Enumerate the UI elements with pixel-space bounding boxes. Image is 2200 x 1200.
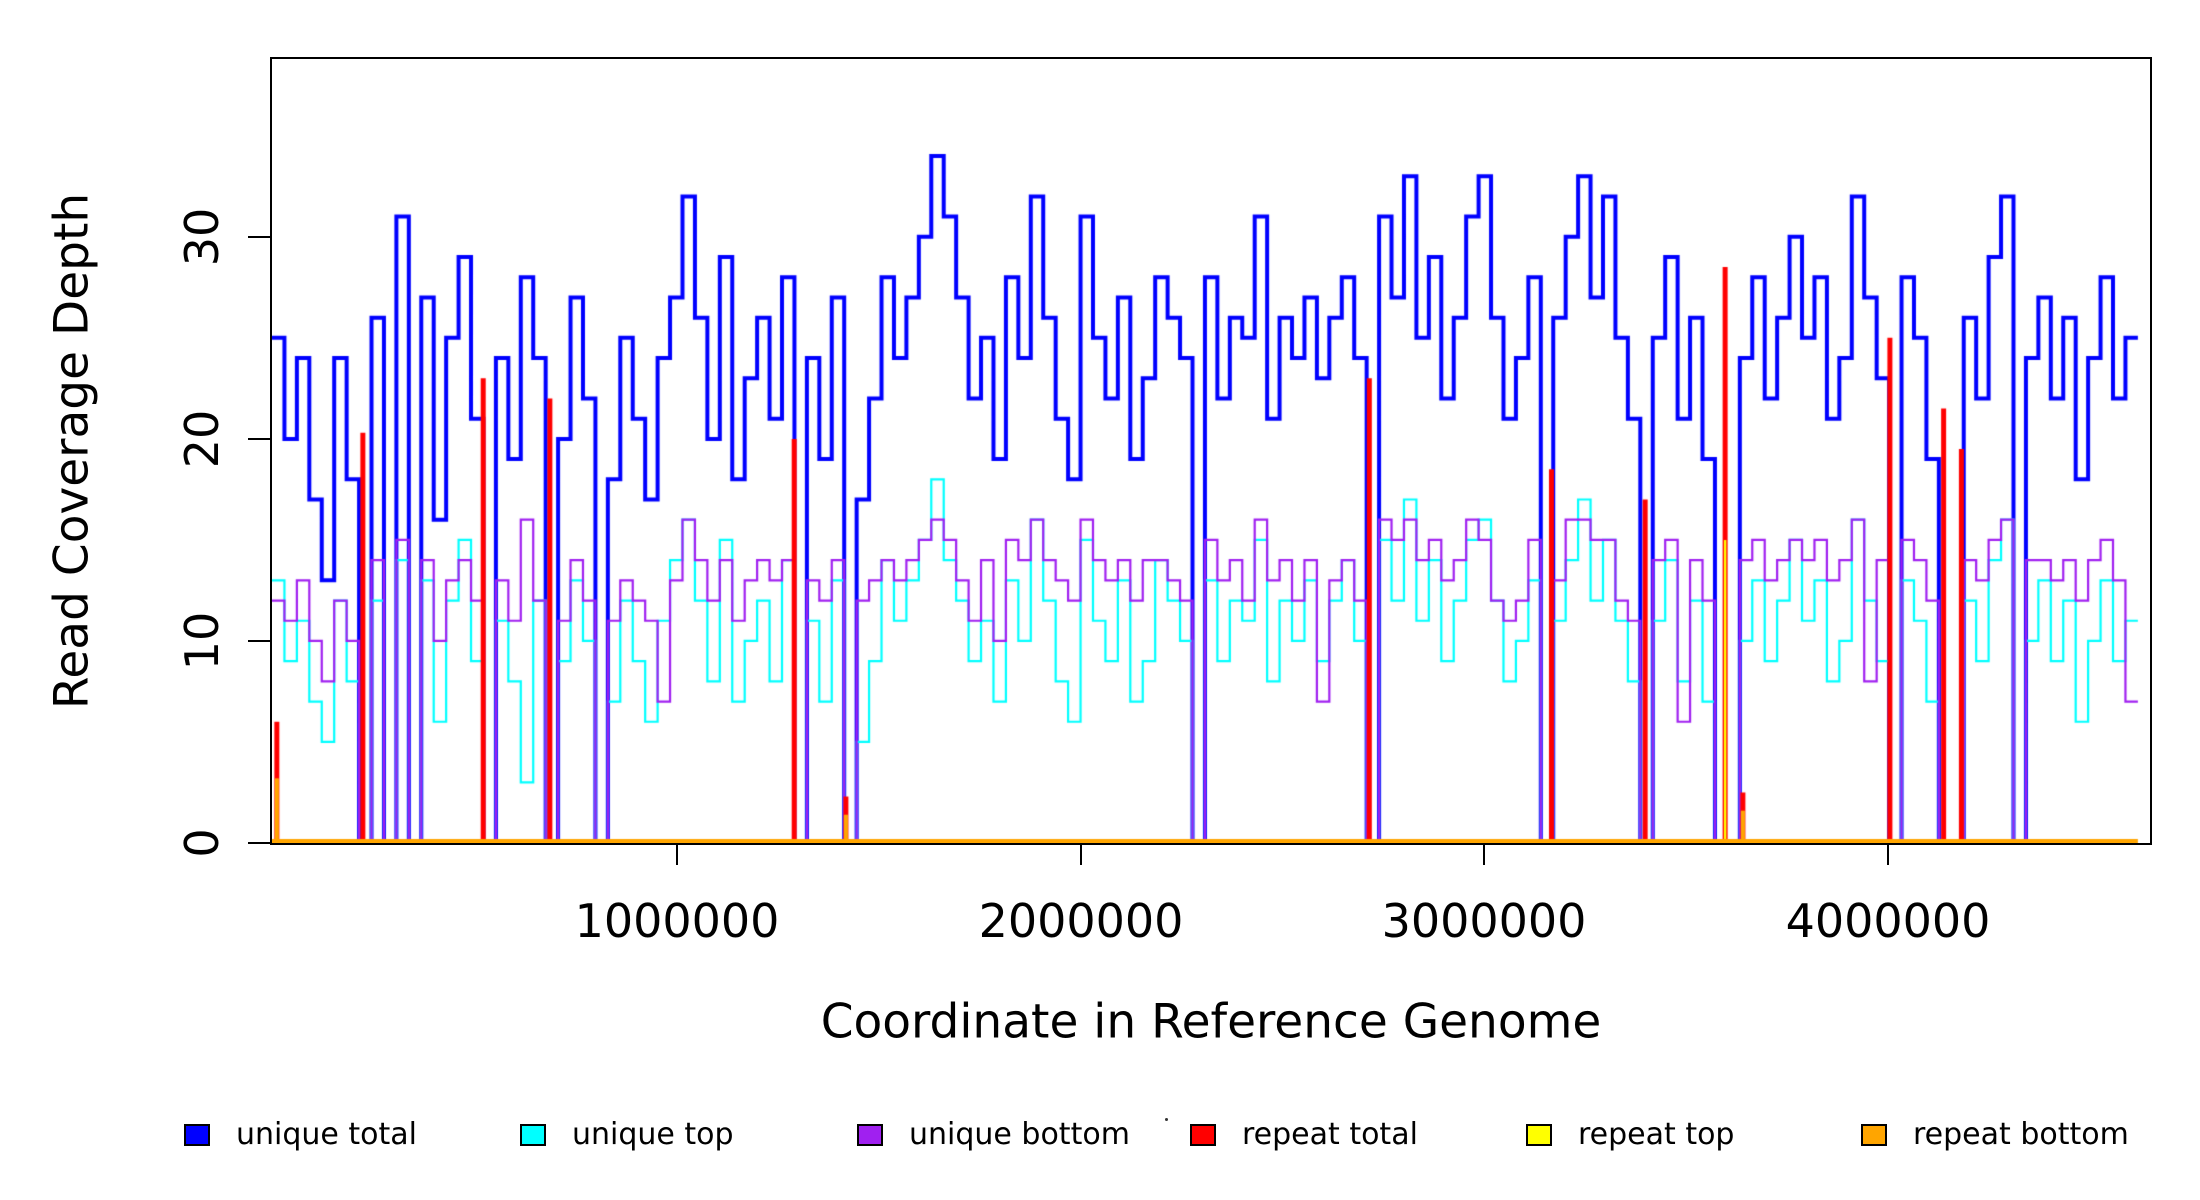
legend-label: unique total	[236, 1117, 418, 1152]
repeat-bottom-swatch-icon	[1861, 1124, 1887, 1146]
legend-label: repeat total	[1242, 1117, 1418, 1152]
y-tick-label-20: 20	[175, 409, 229, 469]
x-tick-mark-2000000	[1080, 845, 1082, 865]
y-tick-label-30: 30	[175, 207, 229, 267]
legend-label: unique bottom	[909, 1117, 1130, 1152]
x-tick-label-1000000: 1000000	[574, 894, 780, 948]
y-tick-mark-20	[248, 438, 272, 440]
x-tick-mark-3000000	[1483, 845, 1485, 865]
x-tick-label-4000000: 4000000	[1785, 894, 1991, 948]
y-axis-title: Read Coverage Depth	[44, 192, 100, 710]
stray-dot	[1165, 1118, 1168, 1121]
y-tick-mark-10	[248, 640, 272, 642]
repeat-total-swatch-icon	[1190, 1124, 1216, 1146]
coverage-chart-canvas	[272, 59, 2150, 843]
unique-top-swatch-icon	[520, 1124, 546, 1146]
x-tick-label-2000000: 2000000	[978, 894, 1184, 948]
x-axis-title: Coordinate in Reference Genome	[820, 994, 1602, 1050]
y-tick-label-0: 0	[175, 828, 229, 858]
y-tick-label-10: 10	[175, 611, 229, 671]
y-tick-mark-30	[248, 236, 272, 238]
legend-label: unique top	[572, 1117, 734, 1152]
x-tick-label-3000000: 3000000	[1381, 894, 1587, 948]
unique-total-swatch-icon	[184, 1124, 210, 1146]
x-tick-mark-1000000	[676, 845, 678, 865]
repeat-top-swatch-icon	[1526, 1124, 1552, 1146]
x-tick-mark-4000000	[1887, 845, 1889, 865]
legend-label: repeat bottom	[1913, 1117, 2129, 1152]
unique-bottom-swatch-icon	[857, 1124, 883, 1146]
legend-label: repeat top	[1578, 1117, 1735, 1152]
y-tick-mark-0	[248, 842, 272, 844]
